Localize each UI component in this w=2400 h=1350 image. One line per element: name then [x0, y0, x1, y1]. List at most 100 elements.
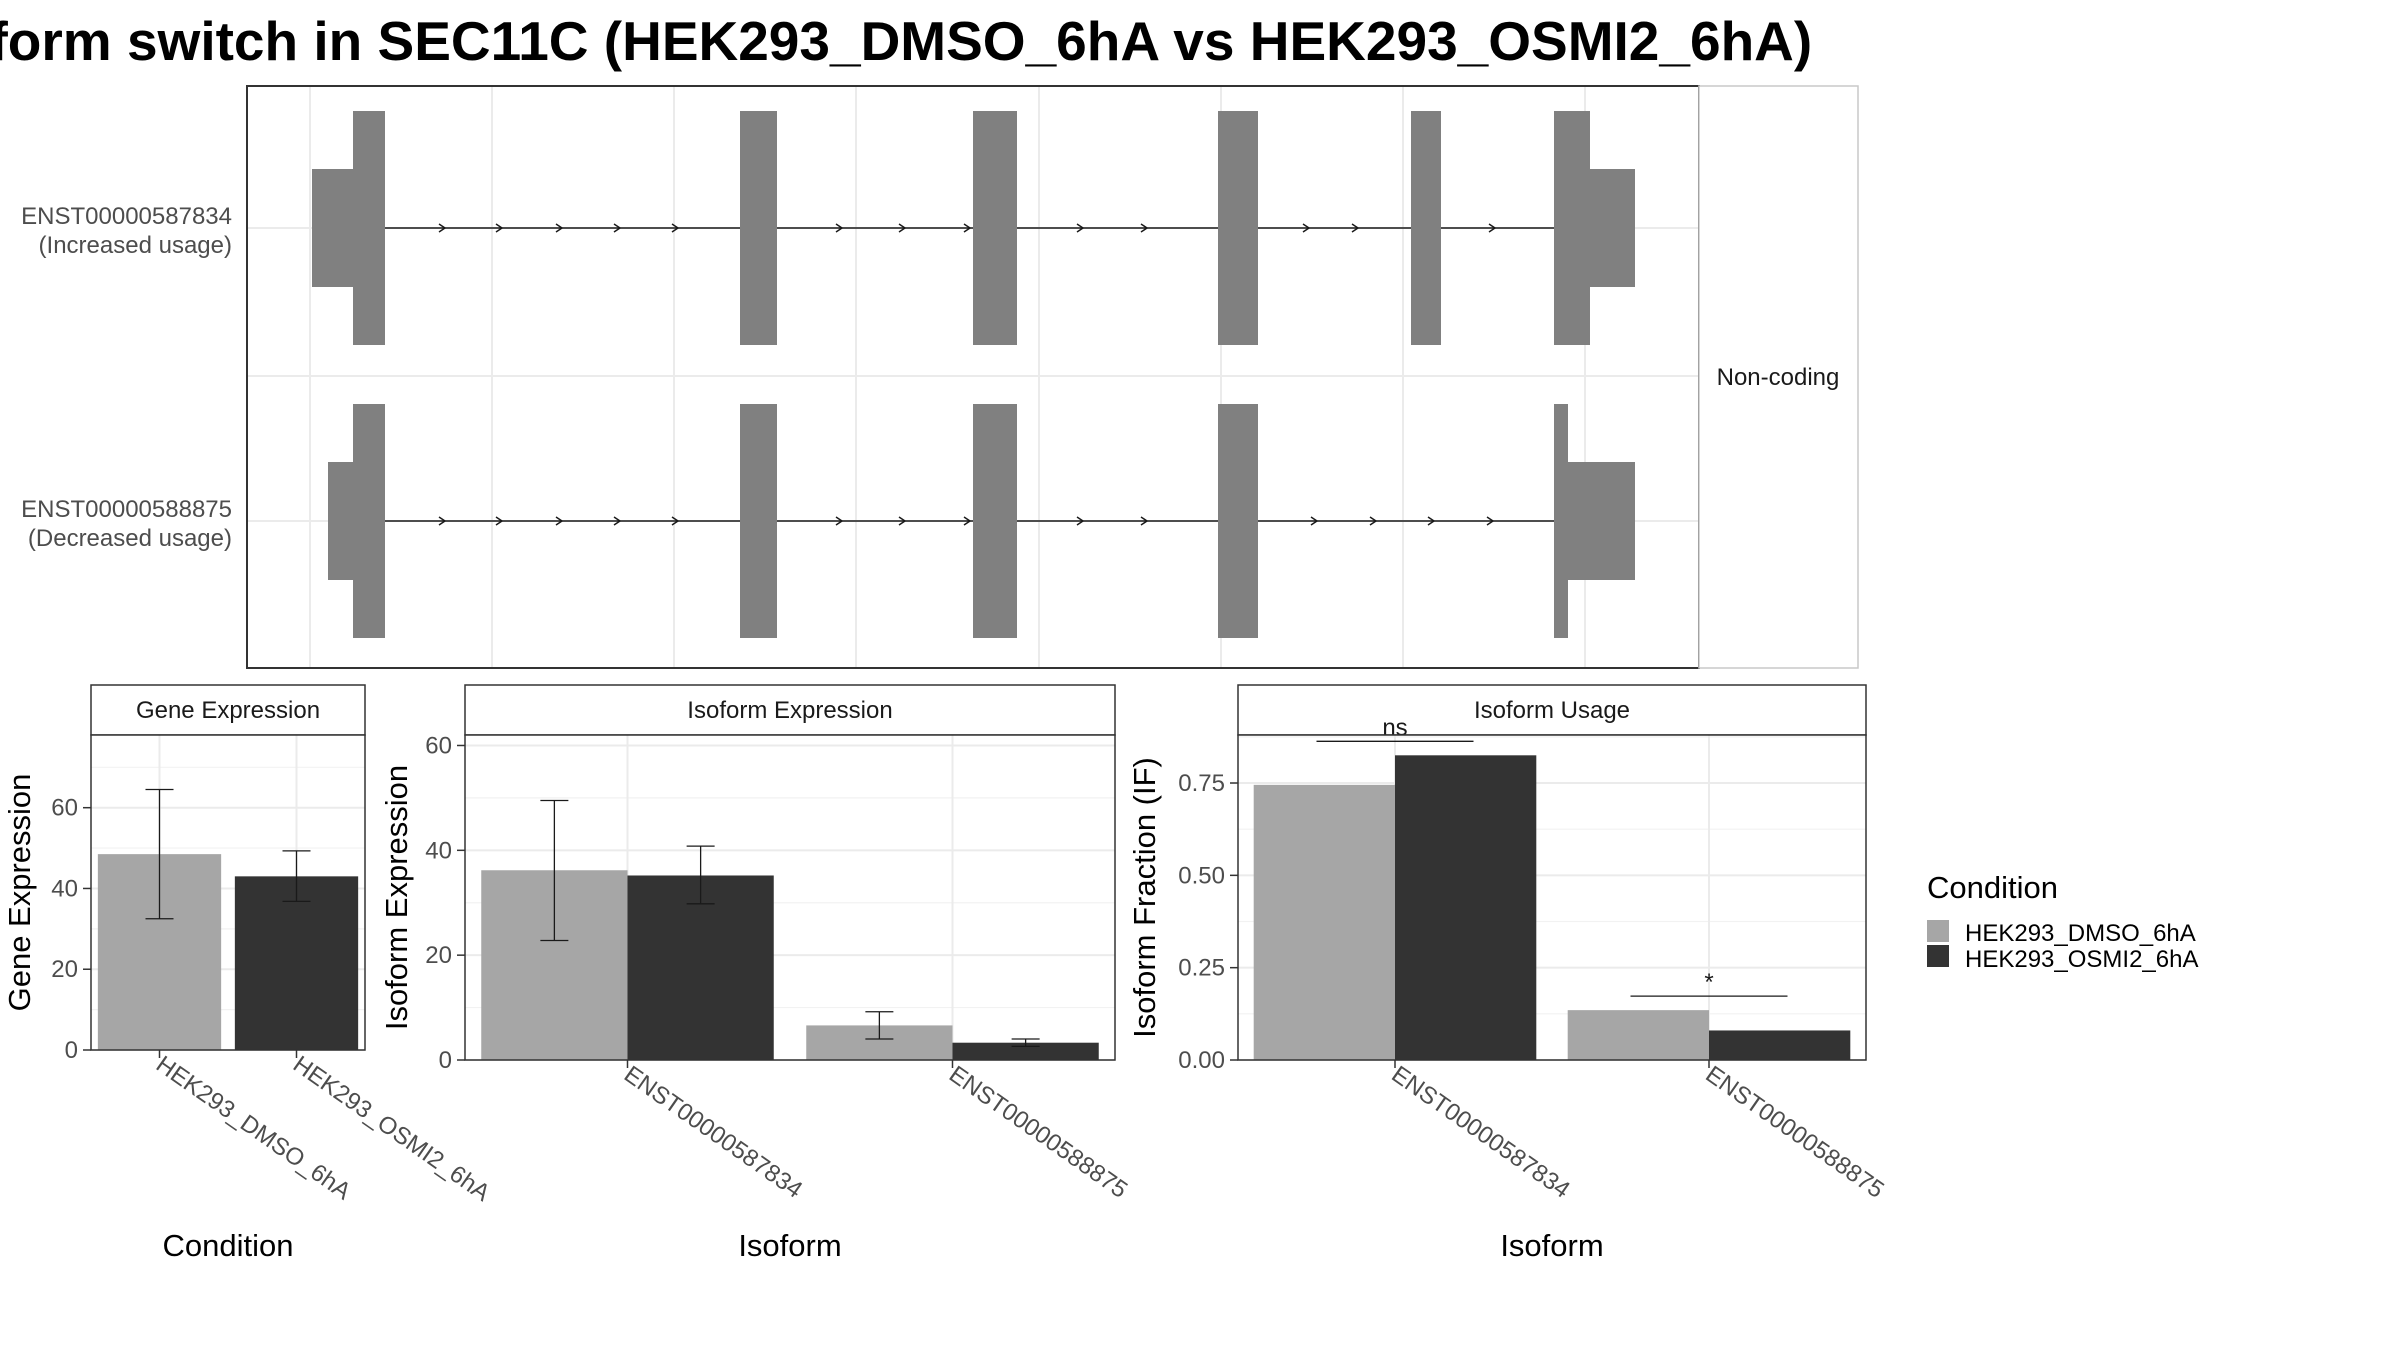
direction-arrow [613, 516, 622, 526]
figure-title: Isoform switch in SEC11C (HEK293_DMSO_6h… [0, 10, 1812, 72]
transcript-1-label-usage: (Increased usage) [39, 232, 232, 259]
exon-block [740, 111, 777, 345]
bar [1253, 784, 1395, 1060]
direction-arrow [898, 516, 907, 526]
transcript-2-label-id: ENST00000588875 [21, 496, 232, 523]
direction-arrow [1427, 516, 1436, 526]
structure-strip-label: Non-coding [1717, 364, 1840, 391]
direction-arrow [495, 223, 504, 233]
bar [952, 1042, 1099, 1060]
transcript-structure-panel: Non-coding ENST00000587834 (Increased us… [21, 85, 1859, 669]
direction-arrow [1369, 516, 1378, 526]
y-tick-label: 0 [439, 1047, 452, 1074]
y-tick-label: 20 [51, 956, 78, 983]
legend-key-condition-1 [1927, 920, 1949, 942]
panel-strip-label: Gene Expression [136, 697, 320, 724]
direction-arrow [1302, 223, 1311, 233]
x-tick-label: ENST00000588875 [944, 1061, 1132, 1204]
direction-arrow [1076, 223, 1085, 233]
direction-arrow [438, 223, 447, 233]
direction-arrow [898, 223, 907, 233]
direction-arrow [963, 223, 972, 233]
direction-arrow [1076, 516, 1085, 526]
y-tick-label: 0 [65, 1037, 78, 1064]
direction-arrow [835, 516, 844, 526]
exon-block [1590, 169, 1635, 287]
y-tick-label: 0.25 [1178, 955, 1225, 982]
panel-strip [1237, 684, 1867, 736]
x-tick-label: ENST00000587834 [619, 1061, 807, 1204]
isoform-expression-panel: Isoform Expression 0 20 40 60 ENST00000587834… [379, 684, 1132, 1263]
exon-block [1568, 462, 1635, 580]
exon-block [1554, 111, 1590, 345]
x-axis-title: Isoform [1500, 1228, 1603, 1263]
legend-title: Condition [1927, 870, 2058, 905]
direction-arrow [1310, 516, 1319, 526]
legend-key-condition-2 [1927, 945, 1949, 967]
direction-arrow [1351, 223, 1360, 233]
y-tick-label: 60 [51, 795, 78, 822]
direction-arrow [438, 516, 447, 526]
gene-expression-panel: Gene Expression0204060HEK293_DMSO_6hAHEK… [2, 684, 495, 1263]
direction-arrow [671, 223, 680, 233]
direction-arrow [555, 223, 564, 233]
significance-label: ns [1382, 714, 1407, 741]
panel-border [1237, 734, 1867, 1061]
direction-arrow [671, 516, 680, 526]
y-tick-label: 20 [425, 942, 452, 969]
x-tick-label: ENST00000588875 [1701, 1061, 1889, 1204]
transcript-2-label-usage: (Decreased usage) [28, 525, 232, 552]
direction-arrow [1140, 516, 1149, 526]
x-axis-title: Isoform [738, 1228, 841, 1263]
y-axis-title: Gene Expression [2, 774, 37, 1012]
y-tick-label: 0.50 [1178, 862, 1225, 889]
isoform-usage-panel: Isoform Usage ns * 0.00 0.25 0.50 0.75 ENST0000… [1127, 684, 1889, 1263]
panel-border [90, 734, 366, 1051]
y-tick-label: 60 [425, 732, 452, 759]
direction-arrow [1488, 223, 1497, 233]
bar [1395, 755, 1537, 1060]
bar [627, 875, 774, 1060]
x-axis-title: Condition [163, 1228, 294, 1263]
exon-block [973, 111, 1017, 345]
exon-block [740, 404, 777, 638]
direction-arrow [1486, 516, 1495, 526]
bar [234, 876, 359, 1050]
bar [1567, 1010, 1709, 1060]
structure-strip [1698, 85, 1859, 669]
panel-border [464, 734, 1116, 1061]
legend-label-condition-2: HEK293_OSMI2_6hA [1965, 946, 2198, 973]
y-tick-label: 40 [425, 837, 452, 864]
legend: Condition HEK293_DMSO_6hA HEK293_OSMI2_6… [1927, 870, 2198, 973]
y-tick-label: 0.75 [1178, 770, 1225, 797]
direction-arrow [613, 223, 622, 233]
exon-block [353, 404, 385, 638]
exon-block [1411, 111, 1441, 345]
legend-label-condition-1: HEK293_DMSO_6hA [1965, 920, 2196, 947]
bar [1709, 1030, 1851, 1060]
significance-label: * [1704, 969, 1713, 996]
y-tick-label: 40 [51, 875, 78, 902]
panel-strip [90, 684, 366, 736]
exon-block [1218, 404, 1258, 638]
exon-block [312, 169, 353, 287]
direction-arrow [555, 516, 564, 526]
panel-strip-label: Isoform Expression [687, 697, 892, 724]
transcript-1-label-id: ENST00000587834 [21, 203, 232, 230]
direction-arrow [835, 223, 844, 233]
exon-block [328, 462, 353, 580]
exon-block [1554, 404, 1568, 638]
exon-block [973, 404, 1017, 638]
y-tick-label: 0.00 [1178, 1047, 1225, 1074]
direction-arrow [1140, 223, 1149, 233]
exon-block [1218, 111, 1258, 345]
direction-arrow [495, 516, 504, 526]
exon-block [353, 111, 385, 345]
y-axis-title: Isoform Expression [379, 765, 414, 1030]
x-tick-label: ENST00000587834 [1387, 1061, 1575, 1204]
direction-arrow [963, 516, 972, 526]
y-axis-title: Isoform Fraction (IF) [1127, 757, 1162, 1038]
panel-strip-label: Isoform Usage [1474, 697, 1630, 724]
panel-strip [464, 684, 1116, 736]
